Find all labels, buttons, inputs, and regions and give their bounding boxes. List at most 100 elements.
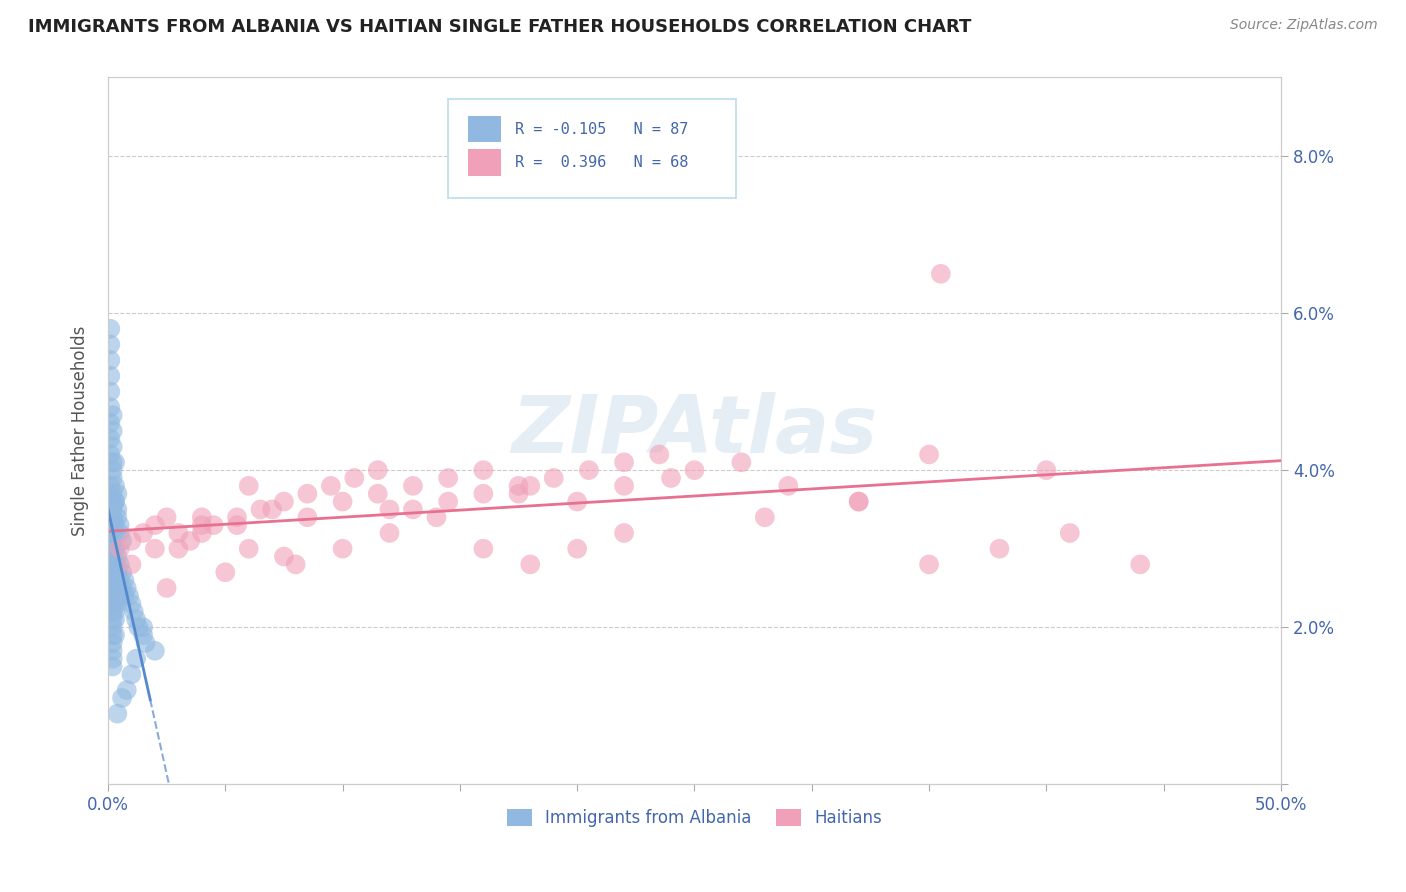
Point [101,518,124,533]
Point [98,401,121,415]
Point [98,353,121,368]
Point [101,440,124,454]
Point [613,526,636,541]
Point [118,589,141,603]
Point [101,589,124,603]
Point [98,368,121,383]
Point [132,628,155,642]
Point [156,581,179,595]
Point [297,510,319,524]
FancyBboxPatch shape [468,149,501,176]
Point [111,533,134,548]
Point [238,479,260,493]
Point [108,573,131,587]
FancyBboxPatch shape [449,99,735,198]
Point [101,510,124,524]
Point [104,628,127,642]
Point [578,463,600,477]
Point [104,612,127,626]
Point [101,605,124,619]
Point [402,502,425,516]
Point [101,549,124,564]
Point [343,471,366,485]
Point [104,494,127,508]
Point [284,558,307,572]
Point [104,589,127,603]
Point [111,566,134,580]
Point [108,558,131,572]
Point [332,541,354,556]
Point [98,416,121,430]
Point [98,384,121,399]
Point [101,597,124,611]
Point [988,541,1011,556]
Point [249,502,271,516]
Point [104,479,127,493]
Point [108,589,131,603]
Point [567,494,589,508]
Point [319,479,342,493]
Point [214,566,236,580]
Point [111,690,134,705]
Point [402,479,425,493]
Point [472,541,495,556]
Point [125,612,148,626]
Point [143,518,166,533]
Point [132,526,155,541]
Point [98,541,121,556]
Point [98,526,121,541]
Point [104,526,127,541]
Point [101,533,124,548]
Point [120,597,142,611]
Point [425,510,447,524]
Point [104,597,127,611]
Point [156,510,179,524]
Point [143,541,166,556]
FancyBboxPatch shape [468,116,501,143]
Point [105,589,128,603]
Point [367,486,389,500]
Point [98,573,121,587]
Point [111,581,134,595]
Y-axis label: Single Father Households: Single Father Households [72,326,89,536]
Point [437,471,460,485]
Point [754,510,776,524]
Point [191,518,214,533]
Text: ZIPAtlas: ZIPAtlas [512,392,877,470]
Point [101,628,124,642]
Text: IMMIGRANTS FROM ALBANIA VS HAITIAN SINGLE FATHER HOUSEHOLDS CORRELATION CHART: IMMIGRANTS FROM ALBANIA VS HAITIAN SINGL… [28,18,972,36]
Point [104,573,127,587]
Point [848,494,870,508]
Point [613,455,636,469]
Point [101,651,124,665]
Point [104,581,127,595]
Point [472,486,495,500]
Point [472,463,495,477]
Point [101,612,124,626]
Point [135,636,157,650]
Point [120,558,142,572]
Point [918,447,941,461]
Point [202,518,225,533]
Point [262,502,284,516]
Text: Source: ZipAtlas.com: Source: ZipAtlas.com [1230,18,1378,32]
Point [226,518,249,533]
Point [508,486,530,500]
Point [104,455,127,469]
Point [132,620,155,634]
Point [98,337,121,351]
Point [238,541,260,556]
Point [519,558,541,572]
Point [613,479,636,493]
Point [101,463,124,477]
Point [112,589,135,603]
Point [101,408,124,422]
Point [543,471,565,485]
Point [848,494,870,508]
Point [167,526,190,541]
Point [104,518,127,533]
Point [519,479,541,493]
Point [105,566,128,580]
Point [104,605,127,619]
Point [120,533,142,548]
